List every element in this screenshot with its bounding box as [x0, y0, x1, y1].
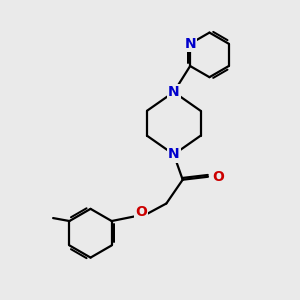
Text: N: N — [184, 37, 196, 51]
Text: N: N — [168, 148, 180, 161]
Text: O: O — [212, 170, 224, 184]
Text: N: N — [168, 85, 180, 99]
Text: O: O — [135, 206, 147, 219]
